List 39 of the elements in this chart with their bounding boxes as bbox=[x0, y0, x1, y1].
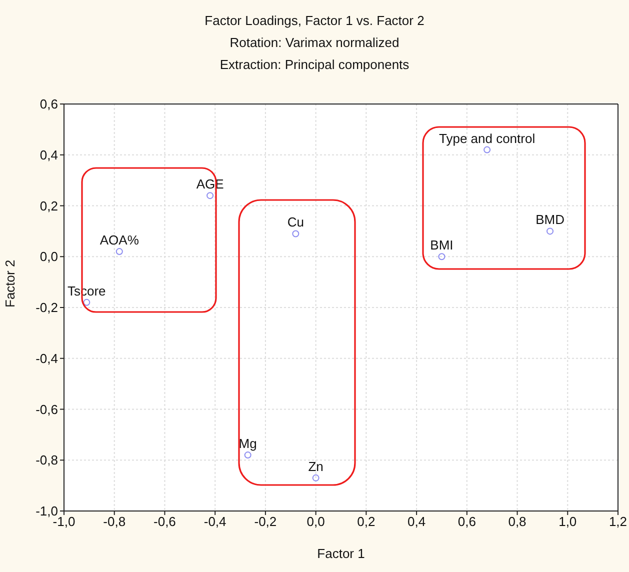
x-tick-label: 1,2 bbox=[608, 514, 628, 530]
annotation: Zn bbox=[308, 458, 324, 474]
chart-title: Factor Loadings, Factor 1 vs. Factor 2 bbox=[204, 12, 426, 30]
x-tick-label: -0,2 bbox=[254, 514, 277, 530]
annotation: Cu bbox=[287, 214, 304, 230]
y-tick-label: -0,4 bbox=[36, 350, 58, 366]
annotation: Type and control bbox=[438, 130, 536, 146]
x-tick-label: 0,6 bbox=[458, 514, 476, 530]
x-axis-title: Factor 1 bbox=[317, 546, 365, 561]
chart-subtitle: Rotation: Varimax normalized Extraction: Principal components bbox=[218, 34, 410, 74]
y-tick-label: 0,4 bbox=[40, 147, 58, 162]
x-tick-label: -0,4 bbox=[204, 514, 226, 530]
point bbox=[546, 228, 554, 235]
y-tick-label: -1,0 bbox=[36, 504, 58, 519]
x-tick-label: -0,6 bbox=[154, 514, 176, 530]
annotation: BMD bbox=[536, 212, 564, 228]
y-tick-label: -0,8 bbox=[36, 452, 58, 468]
y-tick-label: 0,6 bbox=[40, 96, 58, 112]
y-tick-label: 0,2 bbox=[40, 198, 58, 214]
point bbox=[292, 230, 300, 238]
y-tick-label: -0,6 bbox=[36, 402, 58, 417]
point bbox=[438, 253, 446, 260]
point bbox=[206, 192, 214, 200]
y-axis-title: Factor 2 bbox=[2, 260, 18, 308]
y-tick-label: -0,2 bbox=[36, 300, 58, 316]
x-tick-label: 0,0 bbox=[306, 514, 325, 530]
point bbox=[484, 146, 491, 154]
annotation: AOA% bbox=[100, 232, 140, 248]
x-tick-label: 1,0 bbox=[558, 514, 577, 530]
point bbox=[244, 452, 252, 459]
x-tick-label: 0,2 bbox=[357, 514, 376, 530]
point bbox=[312, 474, 320, 482]
y-tick-label: 0,0 bbox=[40, 249, 58, 264]
annotation: BMI bbox=[430, 238, 454, 253]
point bbox=[116, 248, 123, 256]
x-tick-label: 0,4 bbox=[408, 514, 426, 530]
x-tick-label: -0,8 bbox=[103, 514, 126, 530]
x-tick-label: 0,8 bbox=[508, 514, 526, 530]
point bbox=[83, 298, 90, 306]
